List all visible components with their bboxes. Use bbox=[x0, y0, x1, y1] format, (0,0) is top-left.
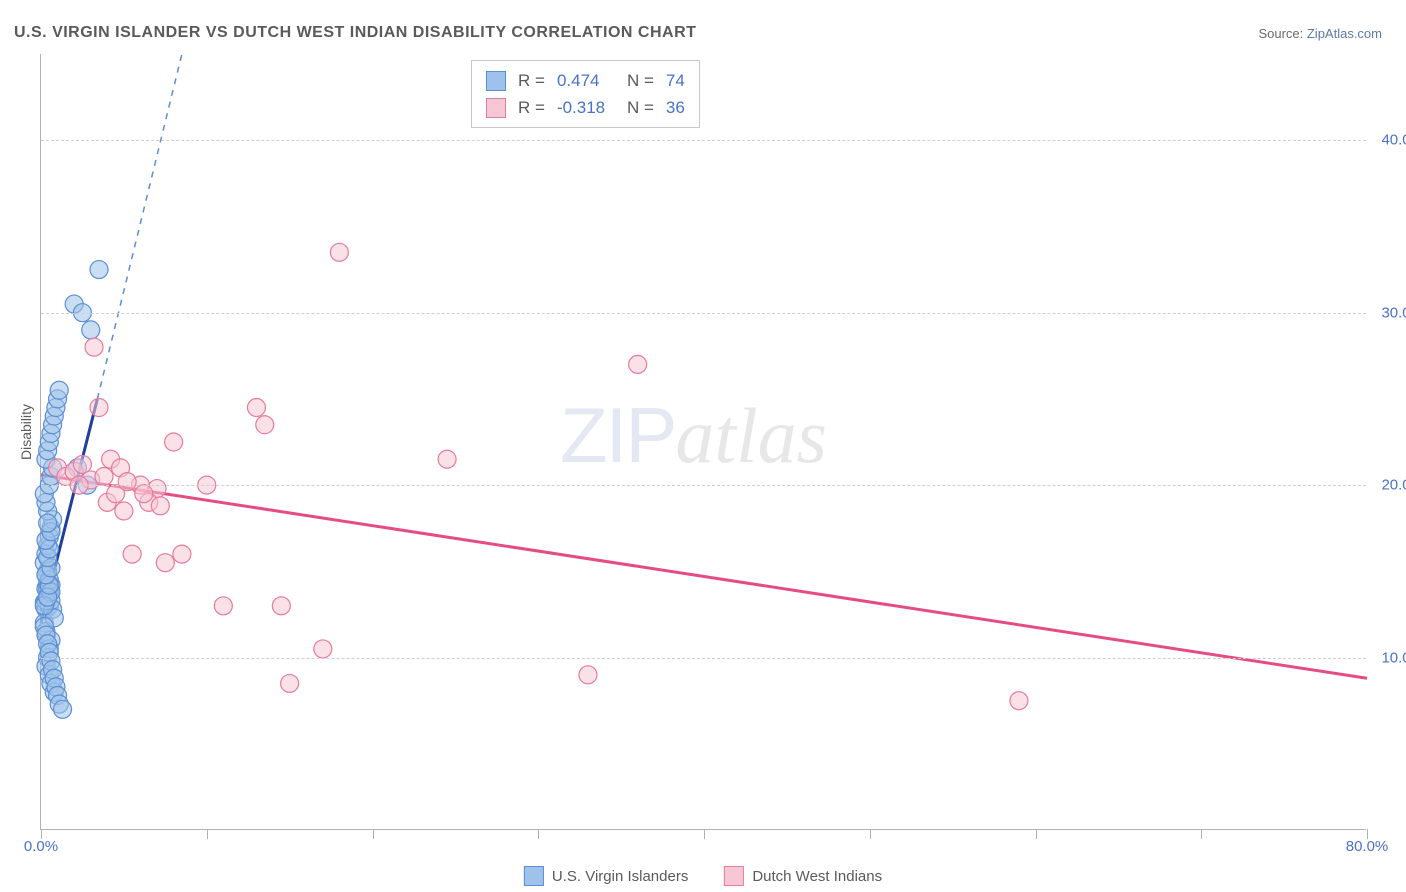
stats-row-series-b: R = -0.318 N = 36 bbox=[486, 94, 685, 121]
plot-area: 10.0%20.0%30.0%40.0%0.0%80.0% bbox=[40, 54, 1366, 830]
y-axis-title: Disability bbox=[18, 404, 34, 460]
source-prefix: Source: bbox=[1258, 26, 1306, 41]
legend: U.S. Virgin Islanders Dutch West Indians bbox=[524, 866, 882, 886]
x-tick-label: 80.0% bbox=[1346, 838, 1389, 855]
swatch-legend-b-icon bbox=[724, 866, 744, 886]
swatch-series-b-icon bbox=[486, 98, 506, 118]
scatter-chart bbox=[41, 54, 1367, 830]
n-value-a: 74 bbox=[666, 67, 685, 94]
swatch-series-a-icon bbox=[486, 71, 506, 91]
stats-row-series-a: R = 0.474 N = 74 bbox=[486, 67, 685, 94]
legend-label-a: U.S. Virgin Islanders bbox=[552, 868, 688, 885]
r-value-a: 0.474 bbox=[557, 67, 615, 94]
y-tick-label: 10.0% bbox=[1381, 649, 1406, 666]
n-value-b: 36 bbox=[666, 94, 685, 121]
correlation-stats-box: R = 0.474 N = 74 R = -0.318 N = 36 bbox=[471, 60, 700, 128]
legend-item-b: Dutch West Indians bbox=[724, 866, 882, 886]
legend-label-b: Dutch West Indians bbox=[752, 868, 882, 885]
chart-title: U.S. VIRGIN ISLANDER VS DUTCH WEST INDIA… bbox=[14, 24, 696, 42]
r-label-a: R = bbox=[518, 67, 545, 94]
source-attribution: Source: ZipAtlas.com bbox=[1258, 26, 1382, 41]
y-tick-label: 30.0% bbox=[1381, 304, 1406, 321]
legend-item-a: U.S. Virgin Islanders bbox=[524, 866, 688, 886]
r-value-b: -0.318 bbox=[557, 94, 615, 121]
r-label-b: R = bbox=[518, 94, 545, 121]
n-label-b: N = bbox=[627, 94, 654, 121]
y-tick-label: 40.0% bbox=[1381, 132, 1406, 149]
source-link[interactable]: ZipAtlas.com bbox=[1307, 26, 1382, 41]
n-label-a: N = bbox=[627, 67, 654, 94]
y-tick-label: 20.0% bbox=[1381, 477, 1406, 494]
x-tick-label: 0.0% bbox=[24, 838, 58, 855]
swatch-legend-a-icon bbox=[524, 866, 544, 886]
